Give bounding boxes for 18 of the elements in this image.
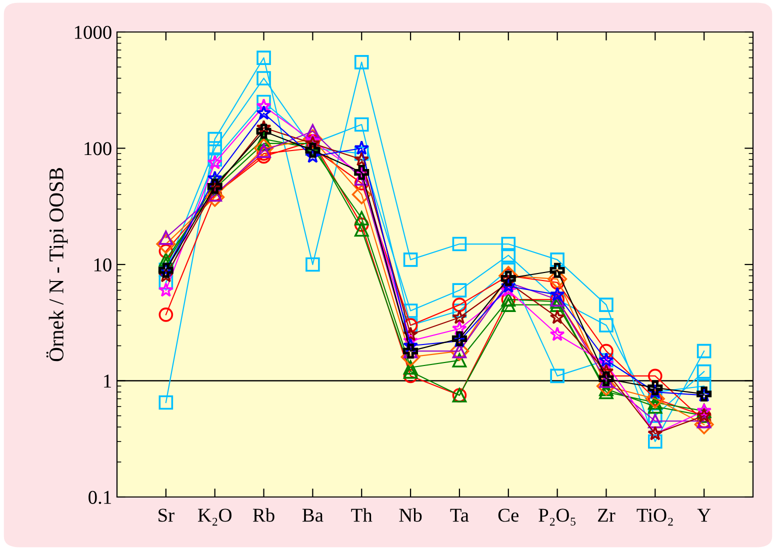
x-tick-label: P₂O₅ bbox=[538, 508, 576, 526]
x-tick-label: Nb bbox=[399, 508, 422, 522]
x-tick-label: Y bbox=[697, 508, 711, 522]
y-tick-label: 1 bbox=[104, 374, 111, 388]
x-tick-label: K₂O bbox=[198, 508, 232, 526]
y-tick-label: 100 bbox=[84, 142, 112, 156]
x-tick-label: Zr bbox=[598, 508, 616, 522]
x-tick-label: Ba bbox=[302, 508, 324, 522]
x-tick-label: TiO₂ bbox=[636, 508, 673, 526]
y-tick-label: 10 bbox=[94, 258, 112, 272]
y-tick-label: 0.1 bbox=[88, 490, 111, 504]
x-tick-label: Th bbox=[351, 508, 372, 522]
x-tick-label: Ce bbox=[498, 508, 519, 522]
x-tick-label: Ta bbox=[450, 508, 469, 522]
x-tick-label: Rb bbox=[252, 508, 274, 522]
y-tick-label: 1000 bbox=[74, 26, 112, 39]
y-axis-title: Örnek / N - Tipi OOSB bbox=[46, 168, 68, 362]
x-tick-label: Sr bbox=[158, 508, 174, 522]
